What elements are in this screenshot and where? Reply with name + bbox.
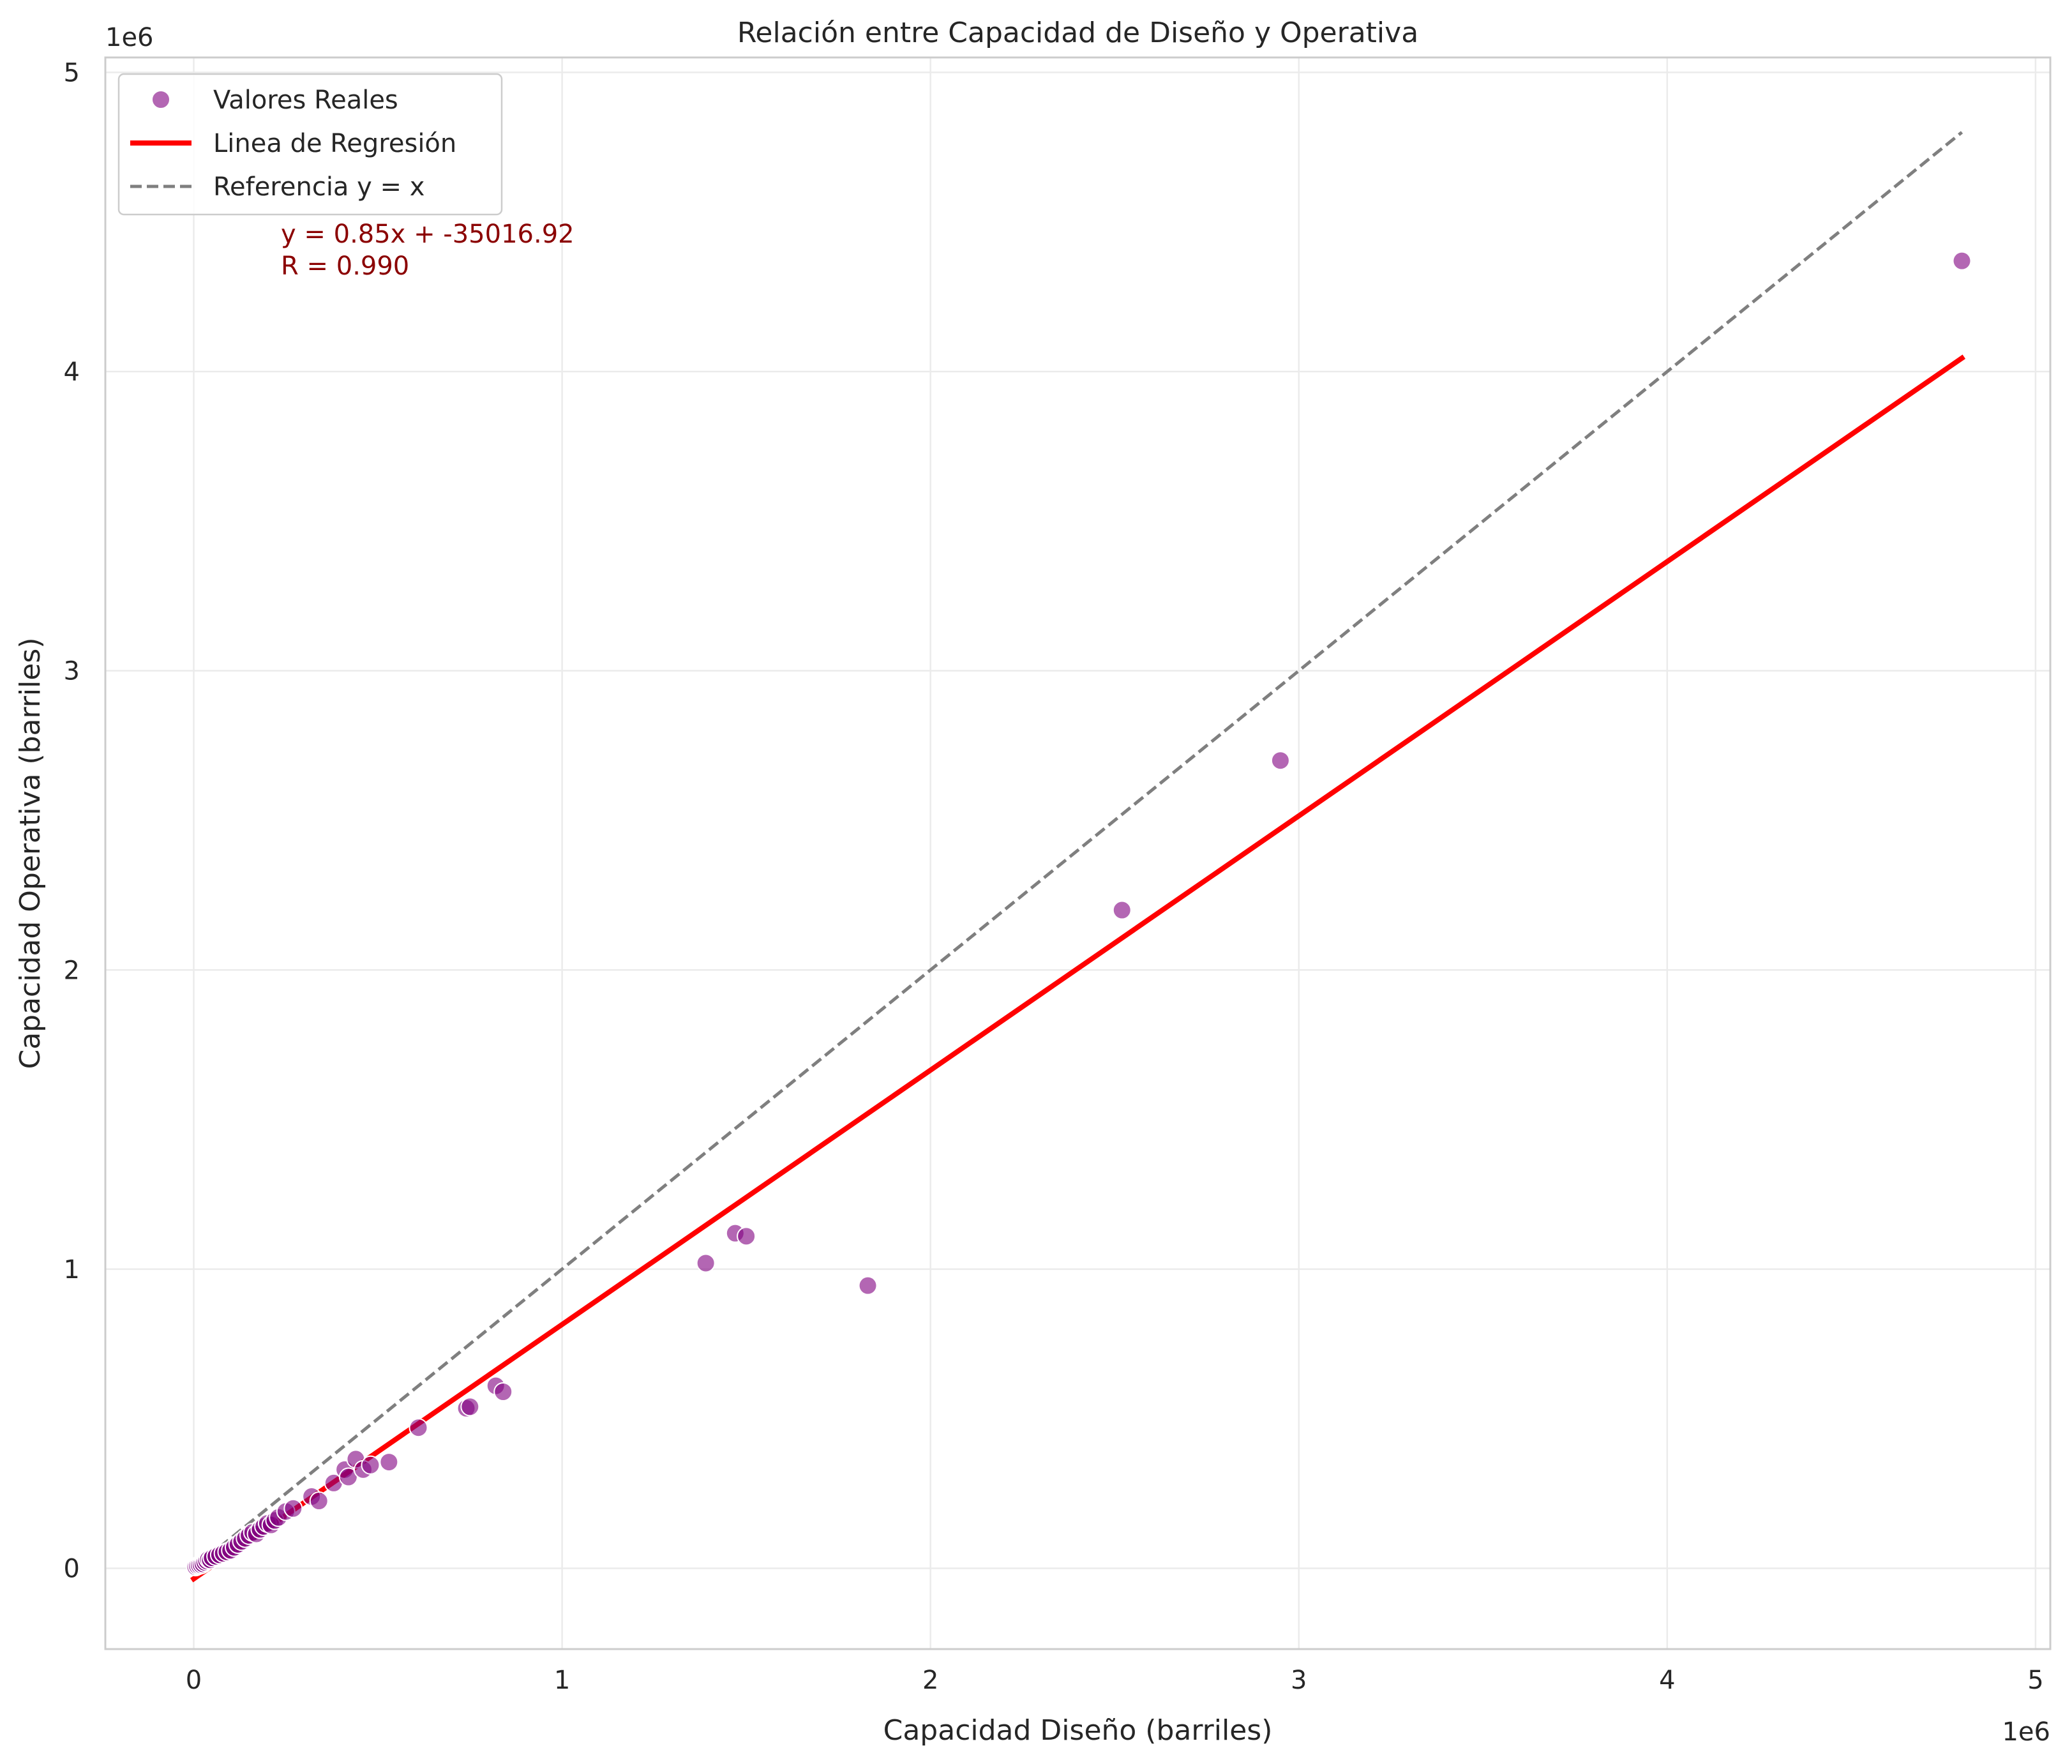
x-tick-label: 0 xyxy=(186,1666,202,1695)
reference-line-layer xyxy=(192,131,1963,1570)
data-point xyxy=(1952,251,1972,271)
plot-frame xyxy=(104,56,2052,1650)
data-point xyxy=(460,1397,480,1417)
grid xyxy=(105,57,2050,1649)
legend-label-referencia: Referencia y = x xyxy=(213,172,424,202)
data-point xyxy=(737,1226,756,1246)
data-point xyxy=(493,1382,513,1401)
y-tick-label: 0 xyxy=(64,1554,80,1583)
regression-line-layer xyxy=(190,354,1966,1583)
data-point xyxy=(1270,751,1290,771)
data-point xyxy=(309,1491,329,1511)
x-axis-label: Capacidad Diseño (barriles) xyxy=(883,1714,1273,1747)
data-point xyxy=(379,1452,399,1472)
data-point xyxy=(1112,900,1132,920)
x-tick-label: 3 xyxy=(1291,1666,1307,1695)
x-tick-label: 5 xyxy=(2027,1666,2043,1695)
plot-area xyxy=(105,57,2050,1649)
y-tick-label: 4 xyxy=(64,358,80,387)
x-tick-label: 2 xyxy=(922,1666,938,1695)
data-point xyxy=(361,1455,380,1475)
legend: Valores Reales Linea de Regresión Refere… xyxy=(117,73,503,216)
y-ticks: 0 1 2 3 4 5 xyxy=(64,58,80,1583)
scatter-points xyxy=(186,251,1972,1577)
y-axis-label: Capacidad Operativa (barriles) xyxy=(14,637,47,1069)
reference-line xyxy=(192,131,1963,1570)
y-tick-label: 5 xyxy=(64,58,80,87)
regression-equation: y = 0.85x + -35016.92 xyxy=(281,220,574,249)
x-axis-offset-label: 1e6 xyxy=(2002,1717,2050,1747)
y-tick-label: 1 xyxy=(64,1255,80,1285)
legend-label-valores-reales: Valores Reales xyxy=(213,86,398,115)
legend-marker-valores-reales xyxy=(151,90,170,109)
x-tick-label: 4 xyxy=(1659,1666,1675,1695)
data-point xyxy=(858,1276,878,1295)
x-tick-label: 1 xyxy=(554,1666,570,1695)
regression-line xyxy=(190,354,1966,1583)
correlation-value: R = 0.990 xyxy=(281,252,409,281)
y-tick-label: 3 xyxy=(64,657,80,686)
y-axis-offset-label: 1e6 xyxy=(105,23,154,52)
data-point xyxy=(283,1498,303,1518)
x-ticks: 0 1 2 3 4 5 xyxy=(186,1666,2044,1695)
chart-title: Relación entre Capacidad de Diseño y Ope… xyxy=(737,17,1418,49)
y-tick-label: 2 xyxy=(64,956,80,985)
data-point xyxy=(409,1418,428,1438)
legend-label-regresion: Linea de Regresión xyxy=(213,129,456,158)
legend-box xyxy=(117,73,503,216)
data-point xyxy=(696,1253,716,1273)
